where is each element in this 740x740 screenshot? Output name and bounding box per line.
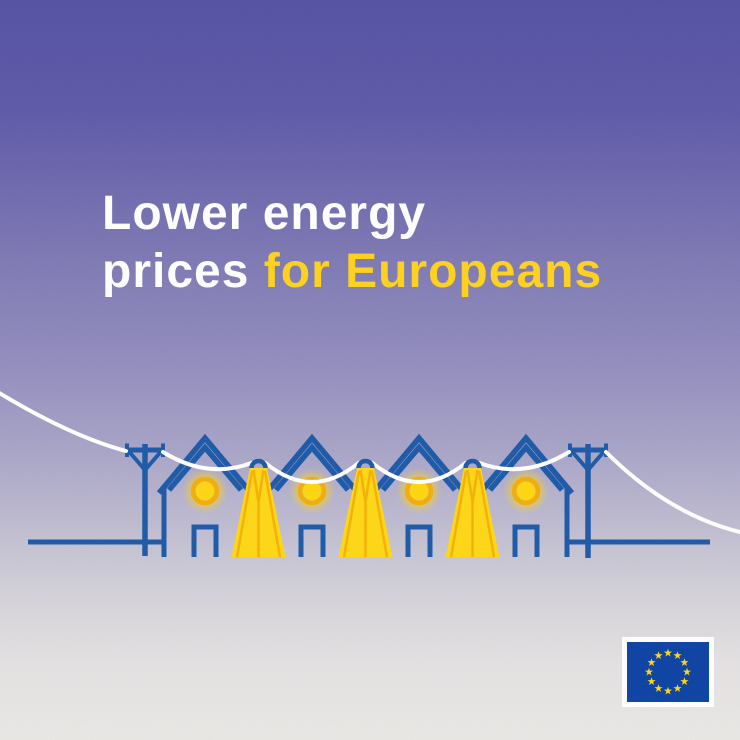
glowing-light: [182, 468, 228, 514]
house-door: [298, 524, 326, 557]
power-line-wire: [161, 450, 254, 472]
power-line-wire: [477, 450, 571, 472]
power-line-wire: [604, 450, 740, 535]
power-line-wire: [0, 391, 128, 453]
glowing-light: [396, 468, 442, 514]
glowing-light: [289, 468, 335, 514]
glowing-light: [503, 468, 549, 514]
utility-pole: [125, 443, 165, 556]
eu-flag: [622, 637, 714, 707]
lamp-cap: [356, 458, 375, 469]
house-door: [191, 524, 219, 557]
house-door: [405, 524, 433, 557]
lamp-cap: [249, 458, 268, 469]
lamp-cap: [463, 458, 482, 469]
house-door: [512, 524, 540, 557]
